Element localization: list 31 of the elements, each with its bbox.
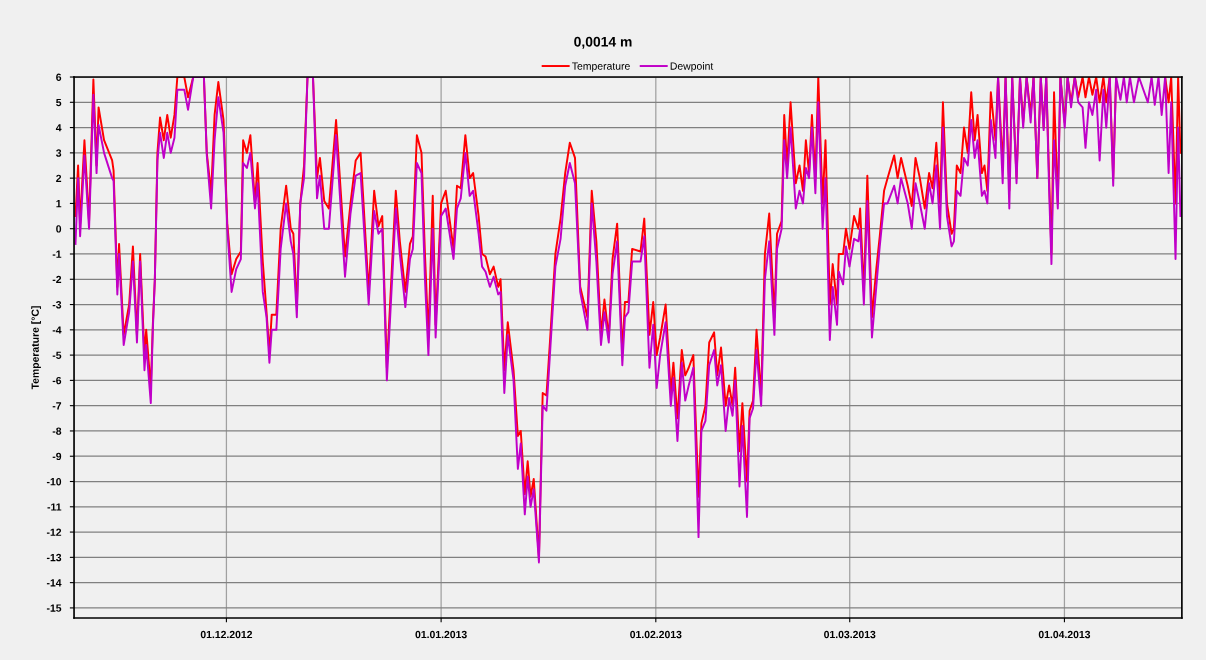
- y-tick-label: 1: [56, 200, 62, 208]
- y-tick-label: -5: [52, 351, 62, 359]
- x-tick-label: 01.04.2013: [1038, 630, 1091, 639]
- y-tick-label: -11: [47, 503, 62, 511]
- y-tick-label: -13: [46, 553, 62, 562]
- y-tick-label: 6: [56, 73, 62, 81]
- x-tick-label: 01.01.2013: [415, 630, 467, 639]
- y-tick-label: 2: [56, 174, 62, 182]
- y-tick-label: -15: [46, 604, 62, 612]
- chart-title: 0,0014 m: [574, 36, 632, 49]
- x-tick-label: 01.12.2012: [200, 630, 253, 639]
- y-tick-label: 4: [55, 124, 62, 132]
- y-tick-label: -4: [52, 326, 62, 334]
- y-tick-label: -8: [52, 427, 62, 435]
- legend-label: Dewpoint: [670, 62, 714, 72]
- y-tick-label: -9: [52, 452, 62, 461]
- y-tick-label: -2: [52, 275, 62, 284]
- y-tick-label: -10: [46, 478, 62, 486]
- y-tick-label: -1: [52, 250, 62, 258]
- y-tick-label: -7: [52, 402, 62, 410]
- y-tick-label: -6: [52, 376, 62, 385]
- y-tick-label: 3: [56, 149, 62, 157]
- x-tick-label: 01.03.2013: [824, 630, 876, 639]
- y-tick-label: -14: [46, 579, 62, 587]
- y-tick-label: -12: [46, 528, 62, 536]
- y-tick-label: -3: [52, 301, 62, 309]
- y-tick-label: 5: [56, 98, 62, 107]
- legend-label: Temperature: [572, 62, 630, 72]
- x-tick-label: 01.02.2013: [630, 630, 682, 639]
- y-axis-title: Temperature [°C]: [31, 306, 41, 390]
- y-tick-label: 0: [56, 225, 62, 233]
